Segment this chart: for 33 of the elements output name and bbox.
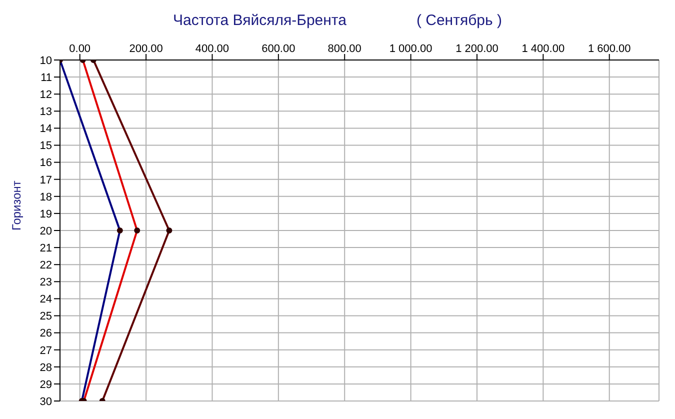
- y-tick-label: 25: [40, 310, 52, 323]
- y-tick-label: 22: [40, 260, 52, 272]
- y-tick-label: 20: [40, 225, 52, 238]
- y-tick-label: 14: [40, 123, 52, 136]
- y-tick-label: 11: [40, 72, 52, 84]
- y-tick-label: 27: [40, 344, 52, 357]
- y-tick-label: 18: [40, 191, 52, 204]
- x-tick-label: 1 000.00: [389, 43, 432, 55]
- chart-title: Частота Вяйсяля-Брента: [173, 12, 346, 29]
- y-tick-label: 21: [40, 242, 52, 254]
- y-tick-label: 15: [40, 140, 52, 152]
- x-tick-label: 400.00: [195, 43, 230, 55]
- x-tick-label: 600.00: [262, 43, 296, 55]
- x-tick-label: 200.00: [129, 43, 163, 55]
- y-tick-label: 26: [40, 328, 52, 340]
- x-tick-label: 1 200.00: [456, 43, 498, 55]
- y-tick-label: 28: [40, 362, 52, 374]
- x-tick-label: 800.00: [328, 43, 362, 55]
- y-tick-label: 24: [40, 294, 52, 306]
- chart-subtitle: ( Сентябрь ): [416, 12, 502, 29]
- x-tick-label: 0.00: [69, 43, 91, 55]
- y-tick-label: 12: [40, 89, 52, 102]
- y-tick-label: 29: [40, 378, 52, 391]
- y-tick-label: 10: [40, 54, 52, 67]
- y-tick-label: 16: [40, 157, 52, 170]
- y-tick-label: 13: [40, 106, 52, 118]
- y-tick-label: 19: [40, 208, 52, 220]
- y-tick-label: 23: [40, 276, 52, 289]
- y-axis-title: Горизонт: [9, 180, 24, 230]
- y-tick-label: 30: [40, 396, 52, 408]
- y-tick-label: 17: [40, 174, 52, 186]
- x-tick-label: 1 600.00: [588, 43, 631, 55]
- x-tick-label: 1 400.00: [522, 43, 565, 55]
